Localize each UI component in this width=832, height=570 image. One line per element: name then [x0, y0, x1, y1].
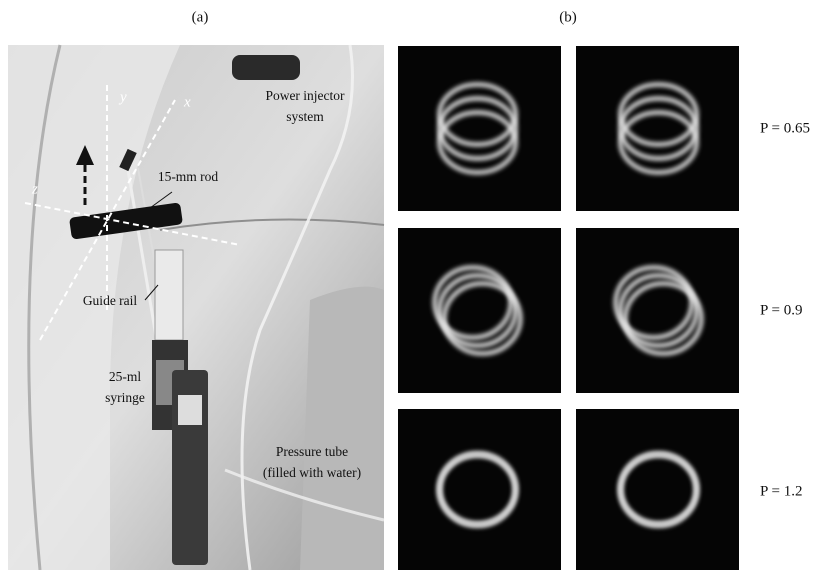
- annotation: 25-ml: [109, 369, 141, 384]
- panel-label: (b): [559, 9, 577, 25]
- panel-label: (a): [192, 9, 209, 25]
- photo: [8, 45, 384, 570]
- axis-label: x: [183, 94, 191, 110]
- annotation: syringe: [105, 390, 145, 405]
- mri-image: [576, 46, 739, 211]
- row-label: P = 0.65: [760, 120, 810, 136]
- annotation: Pressure tube: [276, 444, 348, 459]
- row-label: P = 0.9: [760, 302, 803, 318]
- mri-image: [398, 409, 561, 570]
- mri-image: [576, 409, 739, 570]
- annotation: (filled with water): [263, 465, 361, 480]
- axis-label: y: [118, 89, 127, 105]
- mri-image: [398, 46, 561, 211]
- row-label: P = 1.2: [760, 483, 803, 499]
- annotation: system: [286, 109, 324, 124]
- annotation: 15-mm rod: [158, 169, 219, 184]
- annotation: Guide rail: [83, 293, 138, 308]
- figure: y x z (a) (b) Power injector system 15-mm …: [0, 0, 832, 570]
- mri-image: [576, 228, 739, 393]
- image-grid: P = 0.65 P = 0.9 P = 1.2: [398, 46, 810, 570]
- axis-label: z: [31, 181, 38, 197]
- mri-image: [398, 228, 561, 393]
- annotation: Power injector: [265, 88, 345, 103]
